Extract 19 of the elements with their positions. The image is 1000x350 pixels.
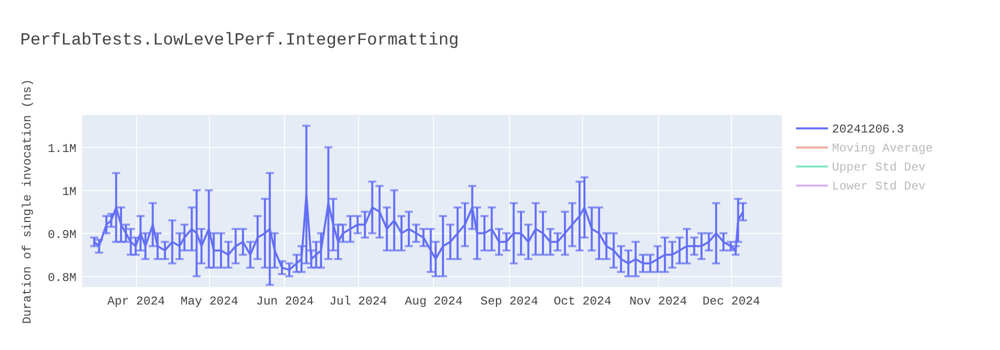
chart-title: PerfLabTests.LowLevelPerf.IntegerFormatting: [20, 32, 459, 51]
x-tick-label: Oct 2024: [554, 294, 612, 308]
y-tick-label: 1.1M: [48, 142, 76, 156]
y-tick-label: 1M: [62, 184, 76, 199]
y-tick-label: 0.8M: [48, 270, 76, 285]
x-tick-label: May 2024: [180, 294, 238, 308]
y-tick-label: 0.9M: [48, 228, 76, 242]
x-tick-label: Aug 2024: [404, 294, 463, 308]
legend-label: Lower Std Dev: [832, 180, 926, 194]
legend-label: 20241206.3: [832, 122, 904, 136]
x-tick-label: Nov 2024: [629, 294, 687, 308]
x-tick-label: Sep 2024: [480, 294, 538, 308]
x-tick-label: Jul 2024: [329, 294, 387, 308]
x-tick-label: Dec 2024: [702, 294, 760, 308]
legend-label: Upper Std Dev: [832, 160, 926, 175]
y-axis-title: Duration of single invocation (ns): [20, 79, 35, 324]
x-tick-label: Apr 2024: [107, 294, 165, 308]
legend-label: Moving Average: [832, 141, 933, 156]
x-tick-label: Jun 2024: [256, 294, 314, 308]
